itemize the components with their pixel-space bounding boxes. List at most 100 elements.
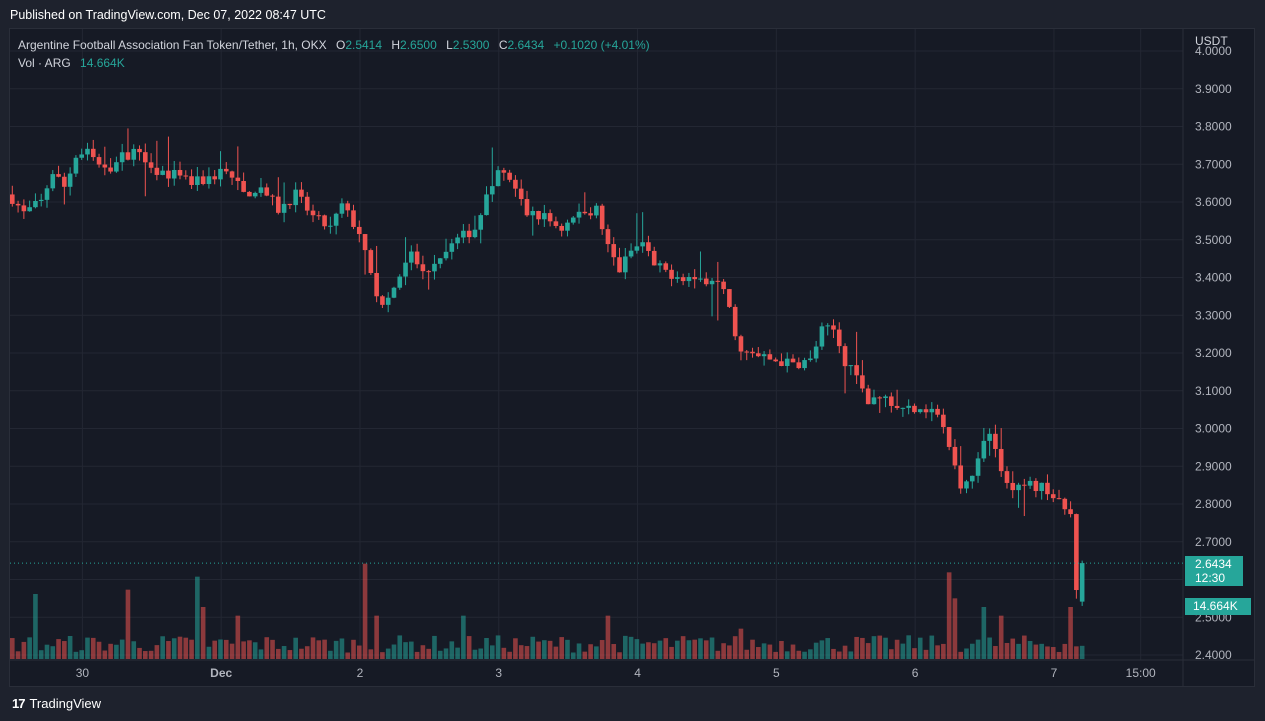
volume-bar: [1056, 651, 1062, 659]
candle-body: [177, 169, 183, 176]
candle-body: [819, 326, 825, 347]
x-tick-label: 5: [773, 666, 780, 680]
candle-body: [842, 346, 848, 367]
volume-bar: [727, 645, 732, 659]
volume-bar: [796, 650, 802, 659]
close-label: C: [498, 38, 508, 52]
candle-body: [264, 187, 270, 196]
candle-body: [62, 176, 67, 187]
volume-bar: [628, 636, 634, 659]
close-value: 2.6434: [507, 38, 545, 52]
volume-bar: [622, 635, 628, 659]
candle-body: [588, 213, 593, 216]
candle-body: [883, 396, 888, 399]
currency-label[interactable]: USDT: [1195, 34, 1228, 48]
candle-body: [102, 164, 108, 168]
candle-body: [825, 325, 831, 327]
volume-bar: [466, 636, 472, 659]
volume-bar: [114, 644, 119, 659]
volume-bar: [1022, 635, 1027, 659]
candle-body: [773, 359, 778, 362]
volume-bar: [981, 607, 987, 659]
candle-body: [802, 360, 807, 369]
y-tick-label: 3.3000: [1195, 308, 1232, 322]
candle-body: [848, 365, 854, 367]
candle-body: [304, 196, 310, 211]
candle-body: [640, 242, 645, 247]
volume-bar: [518, 645, 524, 659]
volume-bar: [536, 641, 541, 659]
volume-bar: [85, 637, 90, 659]
volume-bar: [1004, 642, 1010, 659]
volume-bar: [594, 646, 599, 659]
volume-bar: [1068, 607, 1073, 659]
volume-bar: [565, 639, 570, 659]
volume-bar: [67, 636, 73, 659]
volume-bar: [258, 649, 264, 659]
candle-body: [1004, 471, 1010, 483]
candle-body: [166, 170, 171, 179]
volume-bar: [137, 647, 142, 659]
candle-body: [223, 168, 229, 172]
candle-body: [981, 440, 987, 459]
candle-body: [732, 306, 738, 337]
volume-bar: [484, 638, 489, 659]
volume-bar: [732, 636, 738, 659]
volume-bar: [842, 645, 848, 659]
volume-bar: [403, 642, 408, 659]
candle-body: [137, 148, 142, 153]
volume-bar: [96, 641, 102, 659]
volume-bar: [380, 652, 385, 659]
volume-bar: [1074, 646, 1079, 659]
volume-bar: [761, 643, 767, 659]
candle-body: [489, 186, 495, 195]
candle-body: [397, 276, 403, 288]
volume-bar: [848, 651, 854, 659]
volume-bar: [553, 646, 559, 659]
candle-body: [356, 226, 362, 235]
volume-bar: [368, 649, 374, 659]
candle-body: [189, 176, 194, 185]
volume-bar: [38, 650, 44, 659]
candle-body: [472, 229, 478, 238]
volume-bar: [889, 649, 894, 659]
volume-bar: [958, 651, 964, 659]
symbol-title[interactable]: Argentine Football Association Fan Token…: [18, 38, 327, 52]
candle-body: [200, 176, 206, 185]
volume-bar: [90, 637, 96, 659]
volume-bar: [333, 640, 339, 659]
candle-body: [750, 351, 755, 354]
volume-bar: [865, 643, 871, 659]
candle-body: [808, 358, 813, 361]
candle-body: [756, 353, 761, 357]
high-label: H: [391, 38, 401, 52]
candle-body: [316, 215, 322, 217]
volume-bar: [767, 644, 773, 659]
volume-bar: [906, 635, 911, 659]
candle-body: [889, 396, 894, 406]
candle-body: [351, 210, 356, 227]
open-value: 2.5414: [345, 38, 383, 52]
candle-body: [669, 269, 674, 279]
candle-body: [738, 336, 744, 352]
candle-body: [432, 263, 437, 272]
volume-label[interactable]: Vol · ARG: [18, 56, 71, 70]
volume-bar: [143, 651, 148, 659]
volume-bar: [998, 615, 1004, 659]
volume-bar: [223, 639, 229, 659]
volume-bar: [1045, 646, 1050, 659]
volume-bar: [993, 646, 998, 659]
volume-bar: [455, 647, 460, 659]
candle-body: [969, 475, 975, 482]
volume-bar: [825, 638, 831, 659]
candle-body: [143, 152, 148, 163]
volume-bar: [605, 615, 611, 659]
tradingview-brand[interactable]: 17 TradingView: [12, 696, 101, 711]
candle-body: [709, 280, 715, 285]
volume-bar: [189, 639, 194, 659]
volume-bar: [784, 651, 790, 659]
y-tick-label: 2.9000: [1195, 459, 1232, 473]
volume-bar: [576, 643, 582, 659]
chart-frame[interactable]: [9, 28, 1255, 687]
